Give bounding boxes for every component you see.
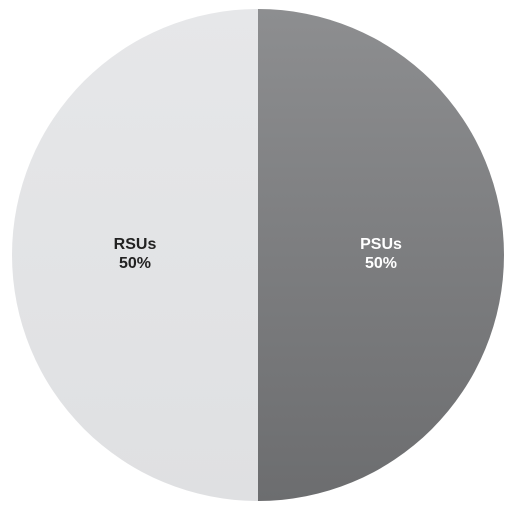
slice-label-psus: PSUs 50%: [360, 236, 402, 272]
pie-slice-rsus: [12, 9, 258, 501]
pie-labels: PSUs 50% RSUs 50%: [114, 236, 402, 272]
pie-slice-psus: [258, 9, 504, 501]
slice-percent: 50%: [119, 255, 151, 272]
slice-percent: 50%: [365, 255, 397, 272]
slice-name: RSUs: [114, 236, 157, 253]
slice-name: PSUs: [360, 236, 402, 253]
pie-slices: [12, 9, 504, 501]
slice-label-rsus: RSUs 50%: [114, 236, 157, 272]
